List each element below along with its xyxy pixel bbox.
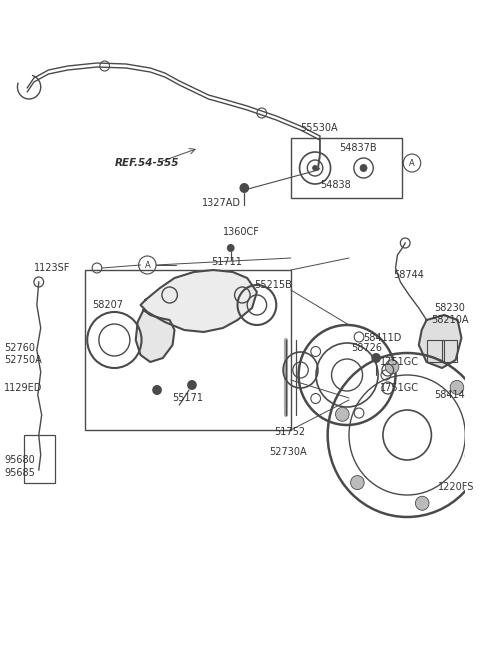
Text: 1360CF: 1360CF [223, 227, 260, 237]
Text: 55171: 55171 [172, 393, 204, 403]
Circle shape [311, 394, 321, 403]
Circle shape [415, 496, 429, 510]
Bar [442, 340, 456, 362]
Polygon shape [419, 315, 461, 368]
Text: 58411D: 58411D [363, 333, 402, 343]
Text: 58414: 58414 [434, 390, 465, 400]
Text: 1751GC: 1751GC [380, 357, 419, 367]
Text: 58207: 58207 [92, 300, 123, 310]
Text: 52760: 52760 [4, 343, 35, 353]
Text: 58230: 58230 [434, 303, 465, 313]
Circle shape [311, 346, 321, 356]
Text: 54837B: 54837B [339, 143, 377, 153]
Circle shape [479, 463, 480, 473]
Circle shape [240, 183, 249, 193]
Circle shape [350, 476, 364, 489]
Bar [24, 435, 55, 483]
Circle shape [385, 360, 399, 374]
Text: 51711: 51711 [211, 257, 242, 267]
Circle shape [336, 407, 349, 421]
Circle shape [354, 408, 364, 418]
Text: 58210A: 58210A [432, 315, 469, 325]
Text: 58744: 58744 [394, 270, 424, 280]
Text: 1220FS: 1220FS [438, 482, 475, 492]
Circle shape [227, 244, 235, 252]
Bar [427, 340, 444, 362]
Text: 51752: 51752 [275, 427, 305, 437]
Polygon shape [136, 310, 175, 362]
Circle shape [152, 385, 162, 395]
Circle shape [312, 165, 318, 171]
Text: 1751GC: 1751GC [380, 383, 419, 393]
Circle shape [450, 381, 464, 394]
Bar [85, 270, 291, 430]
Circle shape [381, 370, 391, 380]
Text: 52730A: 52730A [269, 447, 307, 457]
Circle shape [354, 332, 364, 342]
Text: A: A [409, 159, 415, 168]
Circle shape [465, 449, 479, 462]
Text: 95685: 95685 [4, 468, 35, 478]
Text: A: A [144, 261, 150, 269]
Text: 95680: 95680 [4, 455, 35, 465]
Text: REF.54-555: REF.54-555 [114, 158, 179, 168]
Circle shape [360, 164, 367, 172]
Circle shape [372, 353, 381, 363]
Text: 55215B: 55215B [254, 280, 292, 290]
Circle shape [187, 380, 197, 390]
Polygon shape [141, 270, 257, 332]
Text: 1123SF: 1123SF [34, 263, 70, 273]
Text: 52750A: 52750A [4, 355, 42, 365]
Text: 1129ED: 1129ED [4, 383, 42, 393]
Text: 54838: 54838 [320, 180, 351, 190]
Text: 55530A: 55530A [300, 123, 338, 133]
Bar [291, 138, 402, 198]
Text: 1327AD: 1327AD [202, 198, 240, 208]
Text: 58726: 58726 [351, 343, 382, 353]
